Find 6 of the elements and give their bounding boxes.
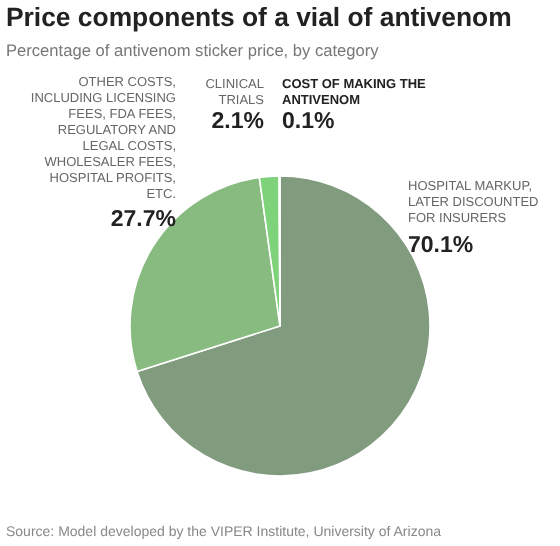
data-label: 27.7% (110, 208, 176, 232)
data-label: 70.1% (408, 234, 474, 258)
data-label: 0.1% (282, 110, 335, 134)
data-label: 2.1% (211, 110, 264, 134)
chart-subtitle: Percentage of antivenom sticker price, by category (6, 40, 381, 60)
chart-title: Price components of a vial of antivenom (6, 2, 512, 32)
